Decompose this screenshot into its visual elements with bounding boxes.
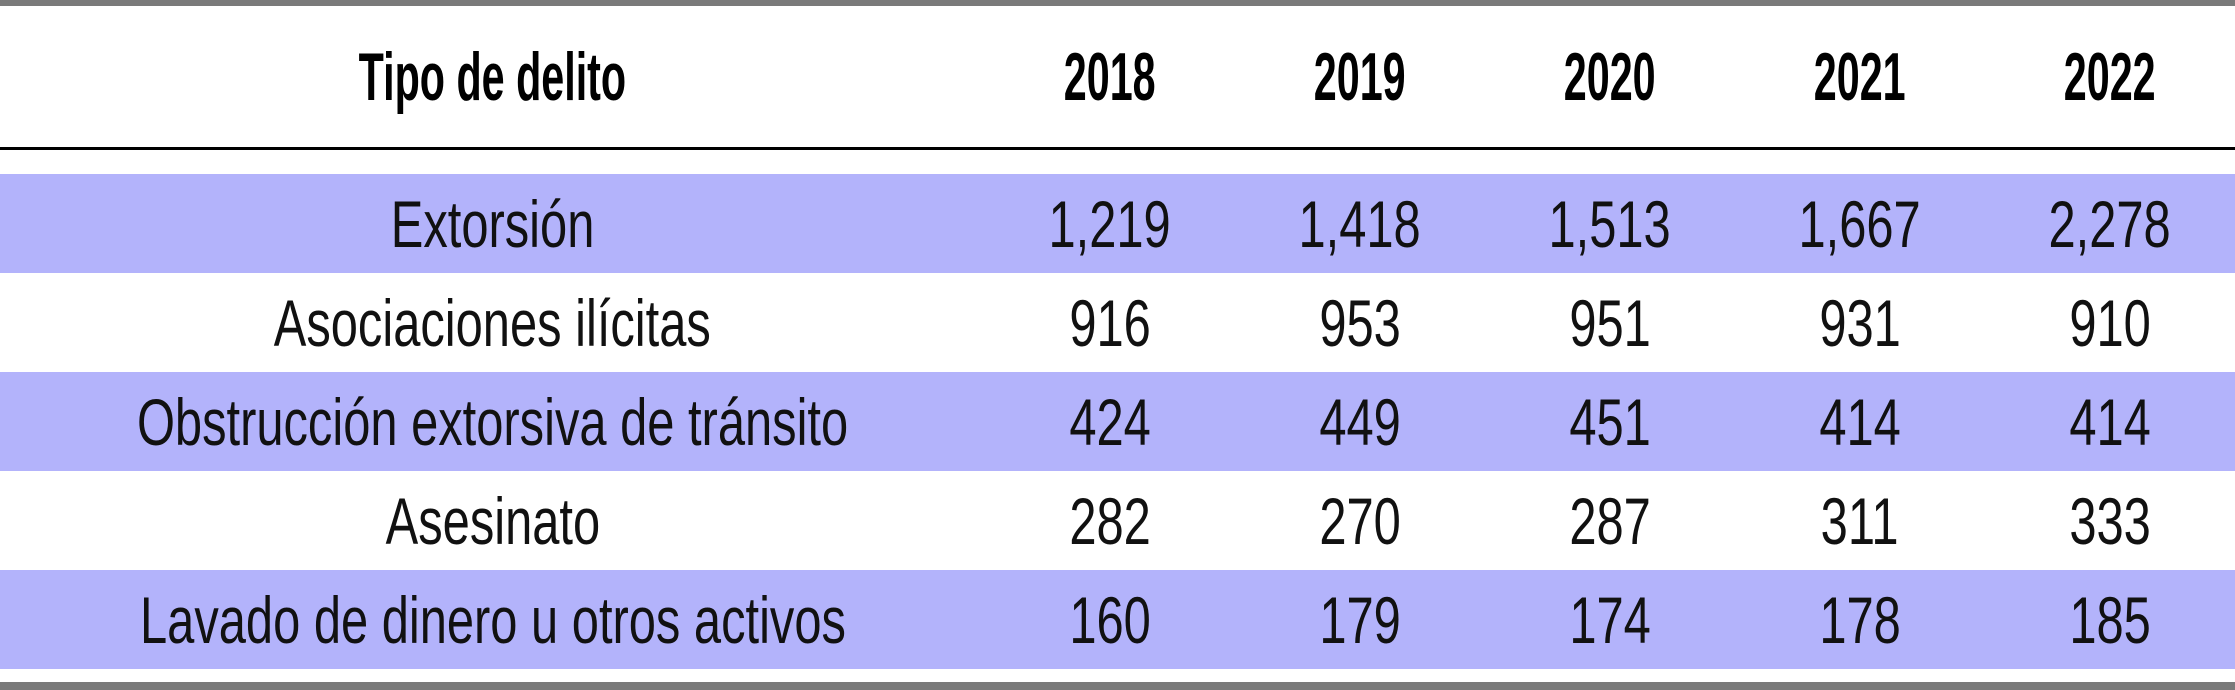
table-row: Lavado de dinero u otros activos 160 179… <box>0 570 2235 669</box>
table-cell: 333 <box>1985 471 2235 570</box>
table-cell: 910 <box>1985 273 2235 372</box>
crime-table: Tipo de delito 2018 2019 2020 2021 2022 … <box>0 6 2235 669</box>
row-label: Asesinato <box>0 471 985 570</box>
table-cell: 931 <box>1735 273 1985 372</box>
table-cell: 1,219 <box>985 174 1235 273</box>
table-cell: 178 <box>1735 570 1985 669</box>
table-cell: 282 <box>985 471 1235 570</box>
row-label: Lavado de dinero u otros activos <box>0 570 985 669</box>
table-cell: 1,513 <box>1485 174 1735 273</box>
header-year-2018: 2018 <box>1064 38 1156 115</box>
header-year-2020: 2020 <box>1564 38 1656 115</box>
table-row: Obstrucción extorsiva de tránsito 424 44… <box>0 372 2235 471</box>
table-cell: 916 <box>985 273 1235 372</box>
table-cell: 414 <box>1735 372 1985 471</box>
header-divider <box>0 147 2235 174</box>
header-year-2019: 2019 <box>1314 38 1406 115</box>
table-cell: 179 <box>1235 570 1485 669</box>
row-label: Obstrucción extorsiva de tránsito <box>0 372 985 471</box>
header-rule <box>0 147 2235 174</box>
table-cell: 451 <box>1485 372 1735 471</box>
header-crime-type: Tipo de delito <box>358 38 627 115</box>
table-cell: 1,418 <box>1235 174 1485 273</box>
table-cell: 951 <box>1485 273 1735 372</box>
table-cell: 270 <box>1235 471 1485 570</box>
table-cell: 953 <box>1235 273 1485 372</box>
table-cell: 287 <box>1485 471 1735 570</box>
row-label: Asociaciones ilícitas <box>0 273 985 372</box>
table-row: Asesinato 282 270 287 311 333 <box>0 471 2235 570</box>
table-cell: 311 <box>1735 471 1985 570</box>
header-year-2022: 2022 <box>2064 38 2156 115</box>
table-cell: 174 <box>1485 570 1735 669</box>
header-year-2021: 2021 <box>1814 38 1906 115</box>
table-row: Extorsión 1,219 1,418 1,513 1,667 2,278 <box>0 174 2235 273</box>
table-cell: 160 <box>985 570 1235 669</box>
table-cell: 414 <box>1985 372 2235 471</box>
table-cell: 185 <box>1985 570 2235 669</box>
table-cell: 2,278 <box>1985 174 2235 273</box>
table-cell: 1,667 <box>1735 174 1985 273</box>
header-row: Tipo de delito 2018 2019 2020 2021 2022 <box>0 6 2235 149</box>
table-cell: 424 <box>985 372 1235 471</box>
row-label: Extorsión <box>0 174 985 273</box>
table-cell: 449 <box>1235 372 1485 471</box>
table-row: Asociaciones ilícitas 916 953 951 931 91… <box>0 273 2235 372</box>
